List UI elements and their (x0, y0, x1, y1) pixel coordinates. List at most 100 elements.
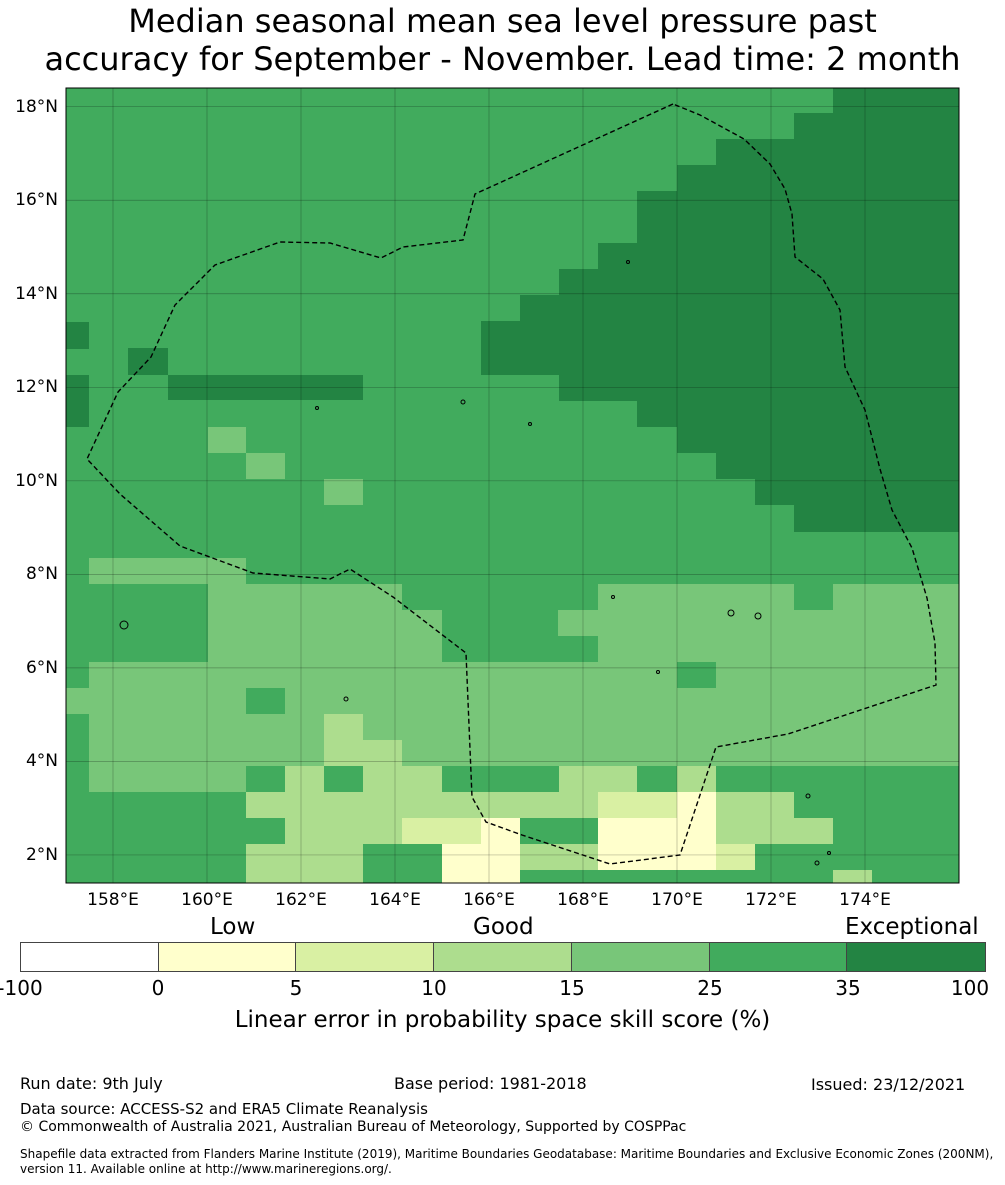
skill-cell-exceptional (677, 425, 959, 453)
colorbar-tick-label: 15 (559, 976, 585, 1000)
skill-cell-good (677, 662, 716, 688)
skill-cell-good (363, 766, 442, 792)
latitude-label: 2°N (25, 844, 58, 865)
skill-cell-good (246, 662, 442, 688)
colorbar-segment (709, 943, 848, 971)
island-outline (827, 851, 831, 855)
colorbar-segment (158, 943, 297, 971)
colorbar (20, 942, 986, 972)
skill-cell-good (66, 688, 959, 714)
island-outline (528, 422, 532, 426)
latitude-label: 12°N (15, 377, 58, 398)
colorbar-segment (847, 943, 986, 971)
skill-cell-exceptional (716, 451, 959, 479)
tier-exceptional-label: Exceptional (845, 914, 979, 940)
skill-cell-exceptional (559, 269, 959, 297)
skill-cell-exceptional (833, 88, 959, 115)
colorbar-tick-label: -100 (0, 976, 43, 1000)
skill-cell-good (677, 766, 716, 792)
skill-cell-exceptional (794, 503, 959, 532)
skill-cell-low (598, 792, 677, 818)
skill-cell-good (794, 584, 833, 610)
skill-cell-good (89, 662, 246, 688)
skill-cell-good (598, 584, 794, 610)
skill-cell-good (716, 818, 833, 844)
colorbar-tick-label: 35 (835, 976, 861, 1000)
colorbar-segment (434, 943, 572, 971)
skill-cell-good (208, 584, 324, 610)
skill-cell-good (716, 792, 794, 818)
skill-cell-good (246, 453, 285, 479)
longitude-label: 166°E (463, 890, 515, 910)
skill-cell-good (833, 610, 959, 636)
latitude-label: 14°N (15, 283, 58, 304)
issued-date: Issued: 23/12/2021 (811, 1075, 966, 1094)
skill-cell-good (833, 870, 872, 883)
skill-cell-good (559, 766, 637, 792)
map-frame (65, 87, 960, 884)
island-outline (727, 609, 735, 617)
longitude-label: 164°E (369, 890, 421, 910)
map-gridlines (66, 88, 959, 883)
skill-map (65, 87, 960, 884)
copyright: © Commonwealth of Australia 2021, Austra… (20, 1119, 687, 1135)
eez-boundary (86, 103, 937, 865)
skill-cell-exceptional (598, 243, 959, 271)
skill-cell-good (66, 766, 246, 792)
colorbar-segment (296, 943, 435, 971)
skill-cell-good (285, 818, 402, 844)
island-outline (611, 595, 615, 599)
colorbar-tick-label: 25 (697, 976, 723, 1000)
skill-cell-good (246, 818, 285, 844)
longitude-label: 172°E (745, 890, 797, 910)
longitude-label: 170°E (651, 890, 703, 910)
skill-cell-good (324, 714, 363, 740)
island-outline (805, 793, 811, 799)
latitude-label: 18°N (15, 96, 58, 117)
skill-cell-exceptional (481, 321, 959, 375)
tier-good-label: Good (473, 914, 534, 940)
skill-cell-exceptional (559, 373, 959, 401)
island-outlines (119, 260, 831, 866)
skill-cell-good (755, 844, 794, 870)
colorbar-label: Linear error in probability space skill … (234, 1007, 771, 1033)
longitude-label: 160°E (181, 890, 233, 910)
skill-cell-low (442, 844, 520, 883)
longitude-label: 168°E (557, 890, 609, 910)
shapefile-credit-line-1: Shapefile data extracted from Flanders M… (20, 1147, 994, 1161)
skill-cell-exceptional (637, 399, 959, 427)
skill-cell-good (833, 584, 959, 610)
run-date: Run date: 9th July (20, 1074, 163, 1093)
skill-cell-exceptional (716, 139, 959, 167)
colorbar-tick-label: 5 (289, 976, 303, 1000)
island-outline (814, 860, 820, 866)
island-outline (315, 406, 319, 410)
skill-cell-exceptional (520, 295, 959, 323)
chart-title-line-1: Median seasonal mean sea level pressure … (128, 2, 877, 40)
skill-cell-exceptional (66, 322, 89, 349)
skill-cell-good (246, 792, 598, 818)
skill-cell-exceptional (128, 348, 168, 375)
skill-cell-good (324, 740, 402, 766)
latitude-label: 8°N (25, 564, 58, 585)
colorbar-segment (571, 943, 710, 971)
skill-cell-exceptional (677, 165, 959, 193)
chart-title-line-2: accuracy for September - November. Lead … (44, 40, 961, 78)
skill-cell-good (324, 584, 402, 610)
island-outline (626, 260, 630, 264)
skill-grid-cells (66, 88, 959, 883)
latitude-label: 10°N (15, 470, 58, 491)
skill-cell-exceptional (66, 375, 89, 427)
colorbar-tick-label: 0 (151, 976, 165, 1000)
skill-cell-low (716, 844, 755, 870)
island-outline (754, 612, 762, 620)
island-outline (343, 696, 349, 702)
skill-cell-good (324, 766, 363, 792)
island-outline (656, 670, 660, 674)
skill-cell-good (520, 844, 598, 870)
skill-cell-exceptional (755, 477, 959, 505)
latitude-label: 16°N (15, 190, 58, 211)
skill-cell-good (89, 558, 246, 584)
skill-cell-low (598, 818, 716, 870)
skill-cell-good (285, 766, 324, 792)
